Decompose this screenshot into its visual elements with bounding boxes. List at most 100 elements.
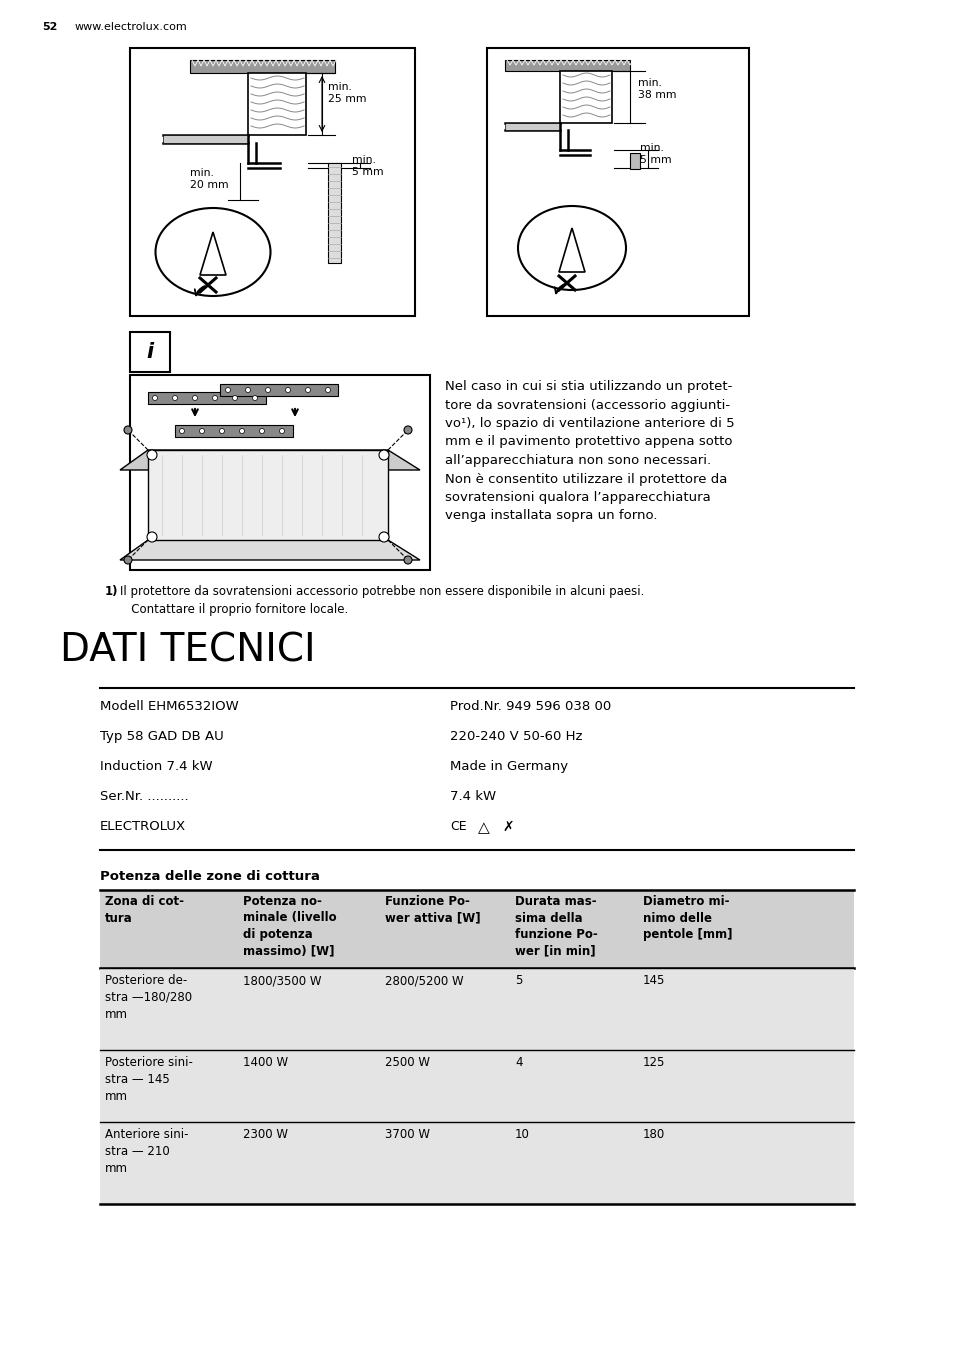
Circle shape xyxy=(193,396,197,400)
Circle shape xyxy=(403,426,412,434)
Bar xyxy=(100,1051,853,1122)
Circle shape xyxy=(124,556,132,564)
Text: Posteriore de-
stra —180/280
mm: Posteriore de- stra —180/280 mm xyxy=(105,973,192,1021)
Bar xyxy=(220,384,337,396)
Ellipse shape xyxy=(517,206,625,289)
Circle shape xyxy=(172,396,177,400)
Text: ✗: ✗ xyxy=(501,821,513,834)
Circle shape xyxy=(199,429,204,434)
Text: 3700 W: 3700 W xyxy=(385,1128,430,1141)
Circle shape xyxy=(124,426,132,434)
Text: www.electrolux.com: www.electrolux.com xyxy=(75,22,188,32)
Text: Made in Germany: Made in Germany xyxy=(450,760,568,773)
Circle shape xyxy=(179,429,184,434)
Text: min.
38 mm: min. 38 mm xyxy=(638,78,676,100)
Bar xyxy=(248,73,306,135)
Bar xyxy=(174,425,293,437)
Bar xyxy=(148,450,388,539)
Text: 10: 10 xyxy=(515,1128,529,1141)
Text: 1400 W: 1400 W xyxy=(243,1056,288,1069)
Circle shape xyxy=(265,388,271,392)
Text: Funzione Po-
wer attiva [W]: Funzione Po- wer attiva [W] xyxy=(385,895,480,925)
Bar xyxy=(100,890,853,968)
Polygon shape xyxy=(120,539,419,560)
Polygon shape xyxy=(200,233,226,274)
Text: Typ 58 GAD DB AU: Typ 58 GAD DB AU xyxy=(100,730,224,744)
Text: Prod.Nr. 949 596 038 00: Prod.Nr. 949 596 038 00 xyxy=(450,700,611,713)
Text: ELECTROLUX: ELECTROLUX xyxy=(100,821,186,833)
Bar xyxy=(328,164,340,264)
Circle shape xyxy=(213,396,217,400)
Text: min.
20 mm: min. 20 mm xyxy=(190,168,229,191)
Bar xyxy=(130,375,430,571)
Circle shape xyxy=(219,429,224,434)
Circle shape xyxy=(152,396,157,400)
Text: i: i xyxy=(146,342,153,362)
Text: 1): 1) xyxy=(105,585,118,598)
Bar xyxy=(130,333,170,372)
Circle shape xyxy=(285,388,291,392)
Text: 52: 52 xyxy=(42,22,57,32)
Text: 1800/3500 W: 1800/3500 W xyxy=(243,973,321,987)
Text: !: ! xyxy=(211,243,215,253)
Bar xyxy=(100,1122,853,1205)
Circle shape xyxy=(325,388,330,392)
Text: Posteriore sini-
stra — 145
mm: Posteriore sini- stra — 145 mm xyxy=(105,1056,193,1103)
Circle shape xyxy=(233,396,237,400)
Bar xyxy=(163,135,248,143)
Text: 2800/5200 W: 2800/5200 W xyxy=(385,973,463,987)
Text: 220-240 V 50-60 Hz: 220-240 V 50-60 Hz xyxy=(450,730,582,744)
Text: DATI TECNICI: DATI TECNICI xyxy=(60,631,315,671)
Text: Diametro mi-
nimo delle
pentole [mm]: Diametro mi- nimo delle pentole [mm] xyxy=(642,895,732,941)
Circle shape xyxy=(635,155,644,166)
Text: 125: 125 xyxy=(642,1056,664,1069)
Circle shape xyxy=(279,429,284,434)
Text: Durata mas-
sima della
funzione Po-
wer [in min]: Durata mas- sima della funzione Po- wer … xyxy=(515,895,598,957)
Bar xyxy=(130,49,415,316)
Text: 7.4 kW: 7.4 kW xyxy=(450,790,496,803)
Text: Potenza no-
minale (livello
di potenza
massimo) [W]: Potenza no- minale (livello di potenza m… xyxy=(243,895,336,957)
Text: 180: 180 xyxy=(642,1128,664,1141)
Text: CE: CE xyxy=(450,821,466,833)
Text: 145: 145 xyxy=(642,973,664,987)
Text: 2300 W: 2300 W xyxy=(243,1128,288,1141)
Text: min.
5 mm: min. 5 mm xyxy=(352,155,383,177)
Circle shape xyxy=(147,531,157,542)
Circle shape xyxy=(253,396,257,400)
Polygon shape xyxy=(120,450,419,470)
Bar xyxy=(486,49,748,316)
Ellipse shape xyxy=(155,208,271,296)
Text: △: △ xyxy=(477,821,489,836)
Text: Ser.Nr. ..........: Ser.Nr. .......... xyxy=(100,790,189,803)
Text: Anteriore sini-
stra — 210
mm: Anteriore sini- stra — 210 mm xyxy=(105,1128,189,1175)
Circle shape xyxy=(259,429,264,434)
Circle shape xyxy=(239,429,244,434)
Text: Il protettore da sovratensioni accessorio potrebbe non essere disponibile in alc: Il protettore da sovratensioni accessori… xyxy=(120,585,643,617)
Text: 4: 4 xyxy=(515,1056,522,1069)
Text: min.
25 mm: min. 25 mm xyxy=(328,82,366,104)
Text: Induction 7.4 kW: Induction 7.4 kW xyxy=(100,760,213,773)
Bar xyxy=(559,72,612,123)
Text: Zona di cot-
tura: Zona di cot- tura xyxy=(105,895,184,925)
Text: Modell EHM6532IOW: Modell EHM6532IOW xyxy=(100,700,238,713)
Polygon shape xyxy=(558,228,584,272)
Bar xyxy=(504,59,629,72)
Bar xyxy=(629,153,639,169)
Text: 2500 W: 2500 W xyxy=(385,1056,430,1069)
Text: min.
5 mm: min. 5 mm xyxy=(639,143,671,165)
Text: Potenza delle zone di cottura: Potenza delle zone di cottura xyxy=(100,869,319,883)
Bar xyxy=(100,968,853,1051)
Circle shape xyxy=(403,556,412,564)
Bar xyxy=(504,123,559,130)
Text: Nel caso in cui si stia utilizzando un protet-
tore da sovratensioni (accessorio: Nel caso in cui si stia utilizzando un p… xyxy=(444,380,734,522)
Circle shape xyxy=(378,531,389,542)
Circle shape xyxy=(245,388,251,392)
Circle shape xyxy=(147,450,157,460)
Circle shape xyxy=(305,388,310,392)
Bar xyxy=(148,392,266,404)
Text: 5: 5 xyxy=(515,973,522,987)
Bar xyxy=(190,59,335,73)
Circle shape xyxy=(378,450,389,460)
Circle shape xyxy=(225,388,231,392)
Text: !: ! xyxy=(569,238,574,247)
